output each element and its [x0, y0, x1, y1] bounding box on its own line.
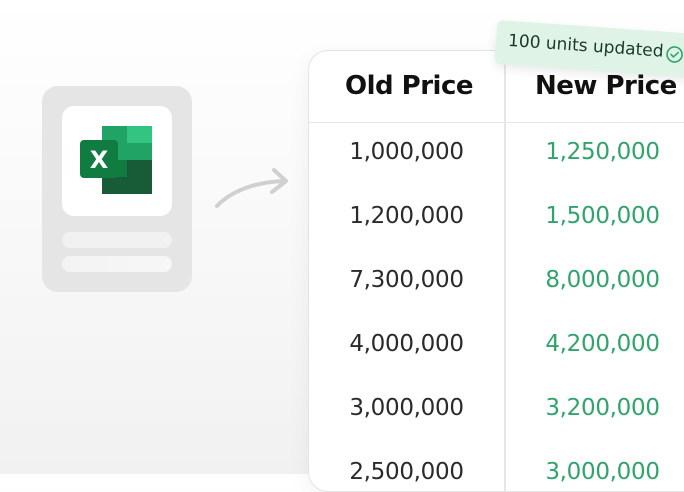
column-divider	[504, 51, 506, 491]
table-row: 1,000,000 1,250,000	[309, 139, 684, 179]
header-new-price: New Price	[535, 71, 677, 101]
old-price-cell: 4,000,000	[349, 331, 464, 357]
old-price-cell: 1,000,000	[349, 139, 464, 165]
svg-text:X: X	[90, 146, 109, 174]
new-price-cell: 4,200,000	[545, 331, 660, 357]
table-row: 1,200,000 1,500,000	[309, 203, 684, 243]
old-price-cell: 1,200,000	[349, 203, 464, 229]
check-circle-icon	[666, 46, 683, 63]
file-placeholder-line	[62, 256, 172, 272]
excel-icon: X	[80, 126, 152, 194]
update-toast: 100 units updated	[494, 20, 684, 79]
old-price-cell: 7,300,000	[349, 267, 464, 293]
new-price-cell: 1,500,000	[545, 203, 660, 229]
new-price-cell: 3,200,000	[545, 395, 660, 421]
table-row: 4,000,000 4,200,000	[309, 331, 684, 371]
new-price-cell: 8,000,000	[545, 267, 660, 293]
table-header: Old Price New Price	[309, 51, 684, 123]
table-row: 7,300,000 8,000,000	[309, 267, 684, 307]
old-price-cell: 3,000,000	[349, 395, 464, 421]
table-row: 2,500,000 3,000,000	[309, 459, 684, 491]
new-price-cell: 3,000,000	[545, 459, 660, 485]
new-price-cell: 1,250,000	[545, 139, 660, 165]
table-row: 3,000,000 3,200,000	[309, 395, 684, 435]
curved-arrow-icon	[215, 168, 288, 208]
spreadsheet-file-card: X	[42, 86, 192, 292]
old-price-cell: 2,500,000	[349, 459, 464, 485]
file-thumbnail: X	[62, 106, 172, 216]
header-old-price: Old Price	[345, 71, 474, 101]
file-placeholder-line	[62, 232, 172, 248]
toast-message: 100 units updated	[507, 30, 665, 62]
price-table: Old Price New Price 1,000,000 1,250,000 …	[308, 50, 684, 492]
